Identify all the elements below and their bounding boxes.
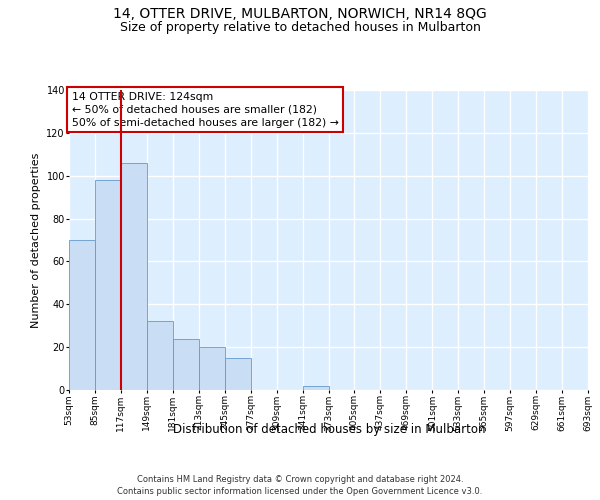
Bar: [302, 386, 329, 390]
Bar: [121, 163, 147, 390]
Bar: [225, 358, 251, 390]
Text: Size of property relative to detached houses in Mulbarton: Size of property relative to detached ho…: [119, 22, 481, 35]
Bar: [147, 322, 173, 390]
Y-axis label: Number of detached properties: Number of detached properties: [31, 152, 41, 328]
Text: Distribution of detached houses by size in Mulbarton: Distribution of detached houses by size …: [173, 422, 485, 436]
Text: 14, OTTER DRIVE, MULBARTON, NORWICH, NR14 8QG: 14, OTTER DRIVE, MULBARTON, NORWICH, NR1…: [113, 8, 487, 22]
Bar: [173, 338, 199, 390]
Text: 14 OTTER DRIVE: 124sqm
← 50% of detached houses are smaller (182)
50% of semi-de: 14 OTTER DRIVE: 124sqm ← 50% of detached…: [71, 92, 338, 128]
Text: Contains HM Land Registry data © Crown copyright and database right 2024.
Contai: Contains HM Land Registry data © Crown c…: [118, 474, 482, 496]
Bar: [95, 180, 121, 390]
Bar: [69, 240, 95, 390]
Bar: [199, 347, 224, 390]
